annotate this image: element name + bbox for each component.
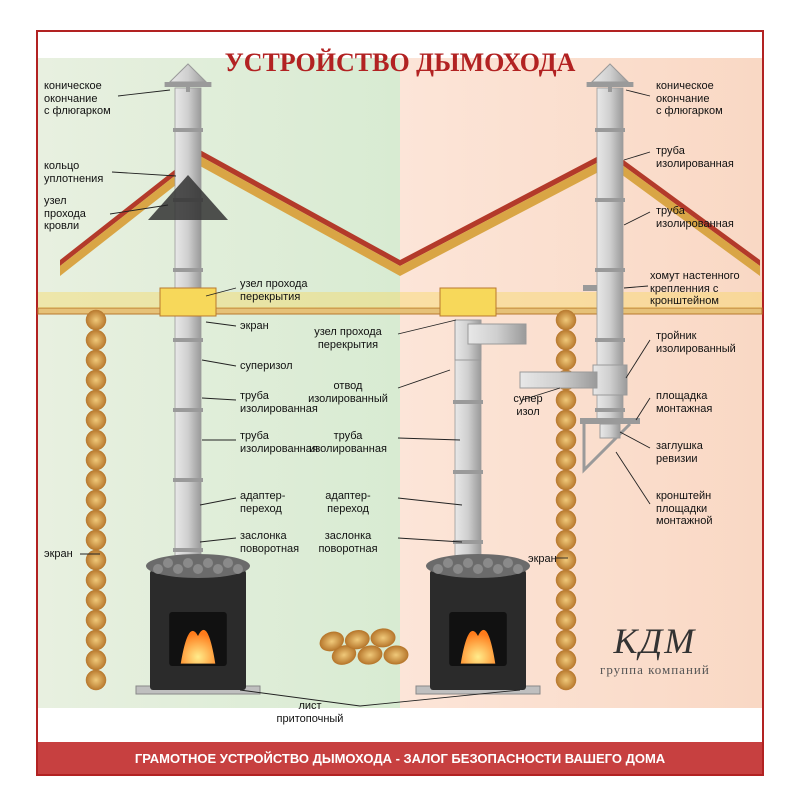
callout-label: трубаизолированная: [656, 205, 734, 230]
callout-label: коническоеокончаниес флюгарком: [44, 80, 111, 118]
callout-label: площадкамонтажная: [656, 390, 712, 415]
callout-label: кольцоуплотнения: [44, 160, 103, 185]
callout-label: узел проходаперекрытия: [298, 326, 398, 351]
callout-label: коническоеокончаниес флюгарком: [656, 80, 723, 118]
callout-label: суперизол: [478, 393, 578, 418]
company-logo: КДМ группа компаний: [600, 620, 710, 678]
logo-big: КДМ: [600, 620, 710, 662]
callout-label: хомут настенногокрепленния скронштейном: [650, 270, 740, 308]
callout-label: заглушкаревизии: [656, 440, 703, 465]
callout-label: узел проходаперекрытия: [240, 278, 308, 303]
callout-label: тройникизолированный: [656, 330, 736, 355]
callout-label: листпритопочный: [260, 700, 360, 725]
logo-small: группа компаний: [600, 662, 710, 678]
callout-label: заслонкаповоротная: [240, 530, 299, 555]
footer-text: ГРАМОТНОЕ УСТРОЙСТВО ДЫМОХОДА - ЗАЛОГ БЕ…: [135, 751, 665, 766]
callout-label: заслонкаповоротная: [298, 530, 398, 555]
footer-bar: ГРАМОТНОЕ УСТРОЙСТВО ДЫМОХОДА - ЗАЛОГ БЕ…: [38, 742, 762, 774]
callout-label: адаптер-переход: [240, 490, 285, 515]
main-title: УСТРОЙСТВО ДЫМОХОДА: [0, 48, 800, 78]
callout-label: суперизол: [240, 360, 293, 373]
callout-label: трубаизолированная: [656, 145, 734, 170]
callout-label: экран: [44, 548, 73, 561]
callout-label: адаптер-переход: [298, 490, 398, 515]
callout-label: отводизолированный: [298, 380, 398, 405]
callout-label: экран: [528, 553, 557, 566]
callout-label: экран: [240, 320, 269, 333]
callout-label: кронштейнплощадкимонтажной: [656, 490, 712, 528]
callout-label: трубаизолированная: [298, 430, 398, 455]
callout-label: узелпроходакровли: [44, 195, 86, 233]
